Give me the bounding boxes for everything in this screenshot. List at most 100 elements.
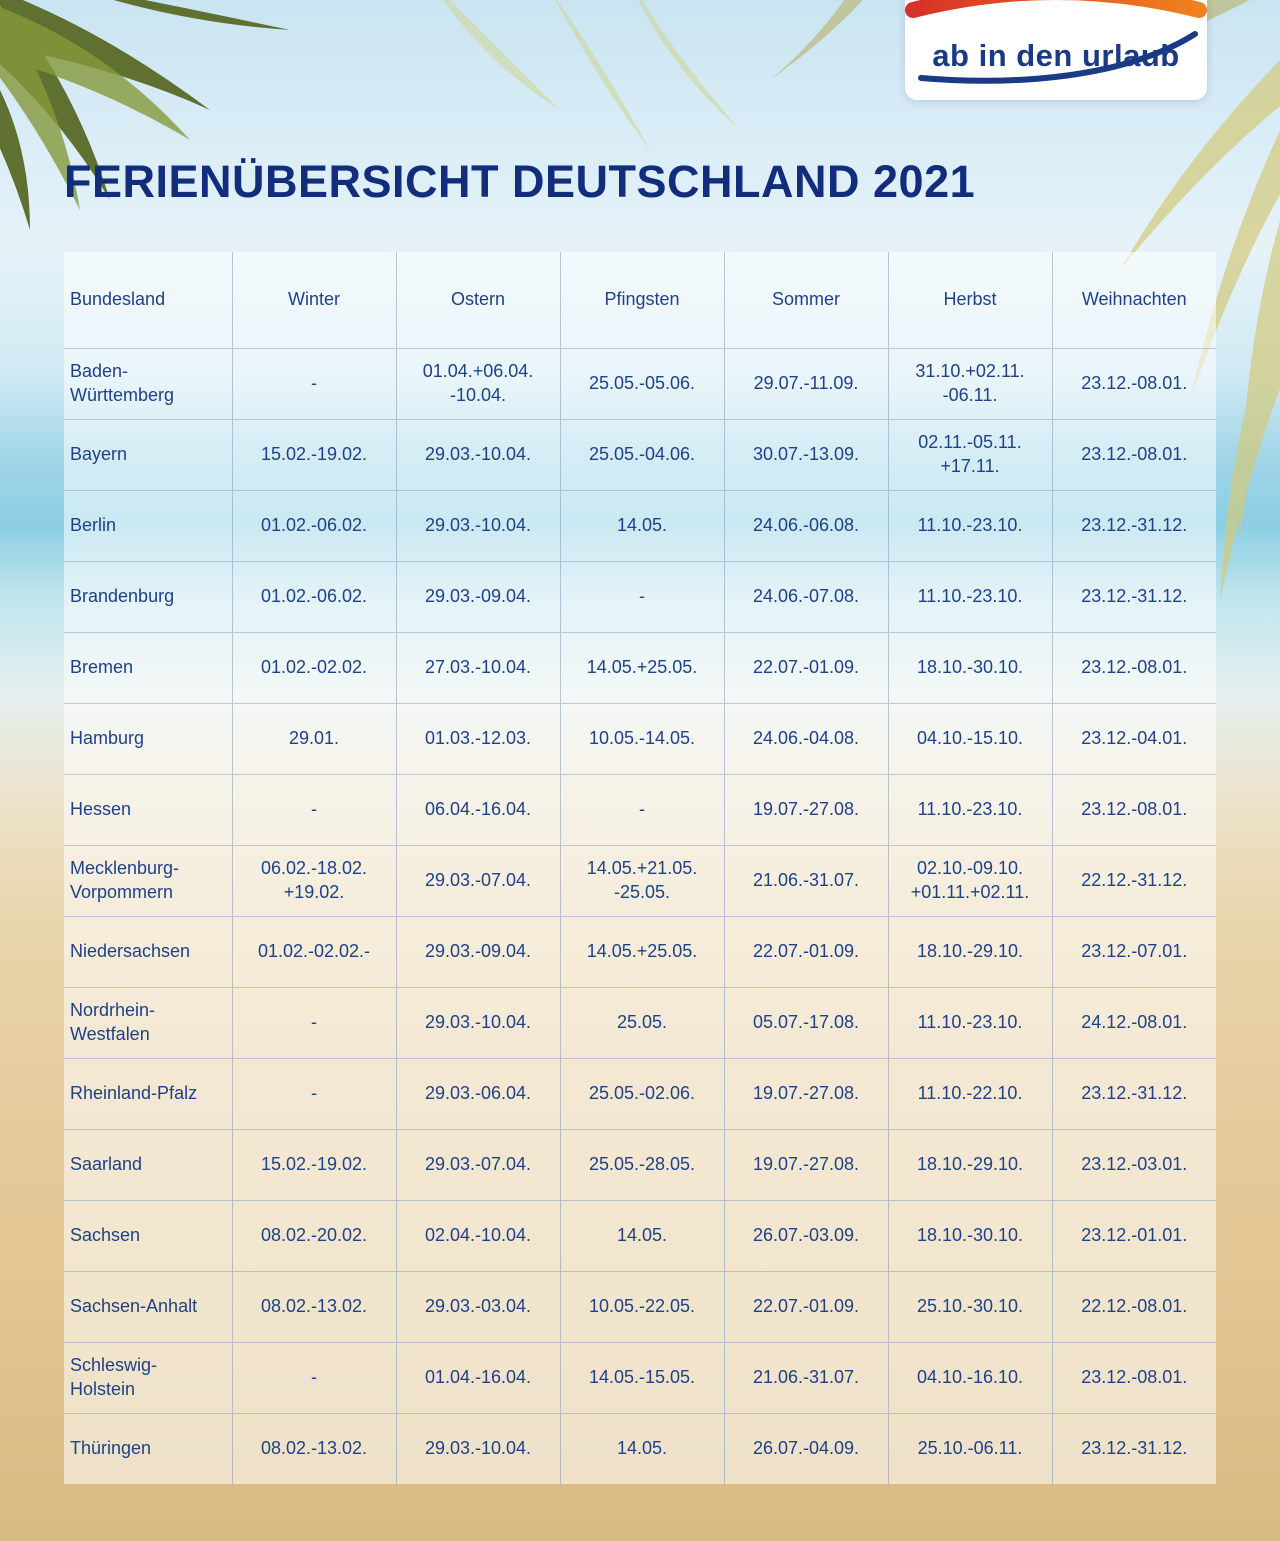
table-row: Niedersachsen 01.02.-02.02.- 29.03.-09.04.… <box>64 916 1216 987</box>
holiday-cell: 23.12.-08.01. <box>1051 632 1216 703</box>
holiday-cell: 22.07.-01.09. <box>723 632 888 703</box>
holiday-cell: - <box>559 774 724 845</box>
holiday-cell: 29.03.-09.04. <box>395 916 560 987</box>
holiday-cell: - <box>559 561 724 632</box>
holiday-cell: 24.12.-08.01. <box>1051 987 1216 1058</box>
table-row: Baden- Württemberg -01.04.+06.04. -10.04.… <box>64 348 1216 419</box>
logo-text: ab in den urlaub <box>932 38 1180 73</box>
column-header-ostern: Ostern <box>395 252 560 348</box>
logo: ab in den urlaub <box>905 0 1207 100</box>
holiday-cell: 19.07.-27.08. <box>723 774 888 845</box>
holiday-cell: - <box>231 1058 396 1129</box>
holiday-cell: 29.03.-10.04. <box>395 419 560 490</box>
holiday-cell: 22.07.-01.09. <box>723 1271 888 1342</box>
holiday-cell: 21.06.-31.07. <box>723 845 888 916</box>
holiday-cell: 23.12.-31.12. <box>1051 561 1216 632</box>
holiday-cell: 08.02.-13.02. <box>231 1271 396 1342</box>
state-name: Hamburg <box>70 727 145 748</box>
holiday-cell: 01.04.+06.04. -10.04. <box>395 348 560 419</box>
holiday-cell: 25.05.-05.06. <box>559 348 724 419</box>
state-name: Schleswig- Holstein <box>70 1355 158 1399</box>
table-row: Brandenburg 01.02.-06.02. 29.03.-09.04. -24… <box>64 561 1216 632</box>
holiday-cell: 01.02.-02.02. <box>231 632 396 703</box>
holiday-cell: 23.12.-31.12. <box>1051 490 1216 561</box>
table-row: Sachsen 08.02.-20.02. 02.04.-10.04. 14.05. 2… <box>64 1200 1216 1271</box>
holiday-cell: - <box>231 774 396 845</box>
holiday-cell: 21.06.-31.07. <box>723 1342 888 1413</box>
holiday-cell: 15.02.-19.02. <box>231 419 396 490</box>
state-name: Mecklenburg- Vorpommern <box>70 858 180 902</box>
holiday-cell: 23.12.-31.12. <box>1051 1413 1216 1484</box>
holiday-cell: 26.07.-03.09. <box>723 1200 888 1271</box>
state-name: Niedersachsen <box>70 940 191 961</box>
holiday-cell: 23.12.-03.01. <box>1051 1129 1216 1200</box>
holiday-cell: 29.01. <box>231 703 396 774</box>
holiday-cell: 29.03.-03.04. <box>395 1271 560 1342</box>
holiday-cell: 04.10.-16.10. <box>887 1342 1052 1413</box>
state-name: Brandenburg <box>70 585 175 606</box>
holiday-cell: 25.05.-04.06. <box>559 419 724 490</box>
holiday-cell: 25.05.-28.05. <box>559 1129 724 1200</box>
holiday-cell: 11.10.-23.10. <box>887 561 1052 632</box>
holiday-cell: 23.12.-04.01. <box>1051 703 1216 774</box>
column-header-herbst: Herbst <box>887 252 1052 348</box>
holiday-cell: 25.10.-06.11. <box>887 1413 1052 1484</box>
state-name: Rheinland-Pfalz <box>70 1082 198 1103</box>
holiday-cell: 06.02.-18.02. +19.02. <box>231 845 396 916</box>
state-name: Nordrhein- Westfalen <box>70 1000 156 1044</box>
holiday-cell: 11.10.-23.10. <box>887 987 1052 1058</box>
state-name: Baden- Württemberg <box>70 361 175 405</box>
table-row: Bremen 01.02.-02.02. 27.03.-10.04. 14.05.+2… <box>64 632 1216 703</box>
holiday-cell: 19.07.-27.08. <box>723 1058 888 1129</box>
holiday-cell: 01.02.-02.02.- <box>231 916 396 987</box>
holiday-cell: - <box>231 348 396 419</box>
holiday-cell: 29.03.-10.04. <box>395 490 560 561</box>
holiday-cell: 25.05.-02.06. <box>559 1058 724 1129</box>
holiday-cell: 29.03.-07.04. <box>395 845 560 916</box>
table-row: Rheinland-Pfalz -29.03.-06.04. 25.05.-02.0… <box>64 1058 1216 1129</box>
column-header-winter: Winter <box>231 252 396 348</box>
state-name: Hessen <box>70 798 132 819</box>
holiday-cell: 08.02.-20.02. <box>231 1200 396 1271</box>
state-name: Sachsen <box>70 1224 141 1245</box>
table-row: Bayern 15.02.-19.02. 29.03.-10.04. 25.05.-0… <box>64 419 1216 490</box>
holiday-cell: 01.02.-06.02. <box>231 490 396 561</box>
holiday-cell: 23.12.-08.01. <box>1051 774 1216 845</box>
holiday-cell: 26.07.-04.09. <box>723 1413 888 1484</box>
holiday-cell: 05.07.-17.08. <box>723 987 888 1058</box>
holiday-cell: 29.03.-06.04. <box>395 1058 560 1129</box>
table-row: Hamburg 29.01. 01.03.-12.03. 10.05.-14.05. 2… <box>64 703 1216 774</box>
holiday-cell: 29.07.-11.09. <box>723 348 888 419</box>
holiday-cell: 18.10.-30.10. <box>887 632 1052 703</box>
holiday-cell: 14.05.+25.05. <box>559 916 724 987</box>
table-row: Hessen -06.04.-16.04. -19.07.-27.08. 11.10.… <box>64 774 1216 845</box>
holiday-table-container: Bundesland Winter Ostern Pfingsten Somme… <box>64 252 1216 1484</box>
column-header-weihnachten: Weihnachten <box>1051 252 1216 348</box>
holiday-cell: 23.12.-31.12. <box>1051 1058 1216 1129</box>
table-body: Baden- Württemberg -01.04.+06.04. -10.04.… <box>64 348 1216 1484</box>
header-row: Bundesland Winter Ostern Pfingsten Somme… <box>64 252 1216 348</box>
holiday-cell: 10.05.-22.05. <box>559 1271 724 1342</box>
holiday-cell: 29.03.-09.04. <box>395 561 560 632</box>
holiday-cell: 14.05. <box>559 490 724 561</box>
state-name: Bayern <box>70 443 128 464</box>
state-name: Thüringen <box>70 1438 152 1459</box>
table-row: Nordrhein- Westfalen -29.03.-10.04. 25.05.… <box>64 987 1216 1058</box>
holiday-cell: 29.03.-10.04. <box>395 1413 560 1484</box>
table-row: Berlin 01.02.-06.02. 29.03.-10.04. 14.05. 24… <box>64 490 1216 561</box>
holiday-cell: 23.12.-01.01. <box>1051 1200 1216 1271</box>
holiday-cell: 11.10.-22.10. <box>887 1058 1052 1129</box>
state-name: Saarland <box>70 1153 143 1174</box>
page-title: FERIENÜBERSICHT DEUTSCHLAND 2021 <box>64 156 976 207</box>
holiday-cell: 25.10.-30.10. <box>887 1271 1052 1342</box>
holiday-cell: 24.06.-07.08. <box>723 561 888 632</box>
holiday-cell: 14.05. <box>559 1413 724 1484</box>
holiday-cell: 23.12.-08.01. <box>1051 348 1216 419</box>
holiday-cell: 25.05. <box>559 987 724 1058</box>
holiday-cell: 30.07.-13.09. <box>723 419 888 490</box>
holiday-cell: 02.04.-10.04. <box>395 1200 560 1271</box>
state-name: Sachsen-Anhalt <box>70 1295 198 1316</box>
column-header-sommer: Sommer <box>723 252 888 348</box>
holiday-cell: - <box>231 987 396 1058</box>
holiday-cell: 10.05.-14.05. <box>559 703 724 774</box>
